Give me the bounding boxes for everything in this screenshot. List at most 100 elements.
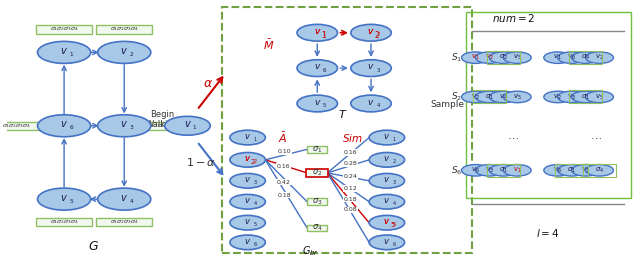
FancyBboxPatch shape <box>307 146 328 153</box>
Text: $\sigma_3$: $\sigma_3$ <box>312 196 323 207</box>
Circle shape <box>572 165 600 176</box>
Text: $_4$: $_4$ <box>376 101 381 110</box>
Text: $\sigma_1\sigma_2\sigma_3\sigma_4$: $\sigma_1\sigma_2\sigma_3\sigma_4$ <box>157 122 186 130</box>
Circle shape <box>230 235 266 250</box>
Circle shape <box>544 165 572 176</box>
Text: $v$: $v$ <box>367 62 375 71</box>
Text: $1$: $1$ <box>321 29 326 40</box>
Text: $v_3$: $v_3$ <box>581 166 590 175</box>
Text: $Sim$: $Sim$ <box>342 132 362 144</box>
Circle shape <box>297 60 337 77</box>
Circle shape <box>461 52 490 63</box>
Circle shape <box>297 95 337 112</box>
FancyBboxPatch shape <box>143 122 200 130</box>
FancyBboxPatch shape <box>96 218 152 226</box>
Text: $\sigma_1$: $\sigma_1$ <box>499 166 508 175</box>
Text: $\sigma_1$: $\sigma_1$ <box>567 166 576 175</box>
Text: $_4$: $_4$ <box>253 200 258 208</box>
Text: $_3$: $_3$ <box>129 123 134 132</box>
Text: $v_1$: $v_1$ <box>471 53 480 62</box>
Text: $v$: $v$ <box>244 154 251 163</box>
Text: Sample: Sample <box>430 100 464 109</box>
Text: $v$: $v$ <box>383 154 390 163</box>
Text: $v_3$: $v_3$ <box>485 166 494 175</box>
Circle shape <box>369 194 404 209</box>
Circle shape <box>230 215 266 230</box>
Circle shape <box>369 130 404 145</box>
Text: $\sigma_4$: $\sigma_4$ <box>581 53 590 62</box>
Text: $_3$: $_3$ <box>253 179 258 187</box>
Text: $v_2$: $v_2$ <box>485 53 494 62</box>
Circle shape <box>230 152 266 167</box>
FancyBboxPatch shape <box>96 25 152 34</box>
FancyBboxPatch shape <box>307 169 328 177</box>
Circle shape <box>369 215 404 230</box>
Text: $v$: $v$ <box>244 132 251 141</box>
Text: $\sigma_4$: $\sigma_4$ <box>312 223 323 233</box>
FancyBboxPatch shape <box>307 225 328 231</box>
Text: 0.08: 0.08 <box>343 207 357 212</box>
FancyBboxPatch shape <box>307 170 328 176</box>
Text: $\sigma_1\sigma_2\sigma_3\sigma_4$: $\sigma_1\sigma_2\sigma_3\sigma_4$ <box>49 25 79 33</box>
Circle shape <box>98 115 151 137</box>
Text: $G$: $G$ <box>88 240 99 253</box>
Text: $1-\alpha$: $1-\alpha$ <box>186 156 216 168</box>
Circle shape <box>476 165 503 176</box>
Circle shape <box>351 95 391 112</box>
Circle shape <box>38 115 91 137</box>
Text: $\sigma_1\sigma_2\sigma_3\sigma_4$: $\sigma_1\sigma_2\sigma_3\sigma_4$ <box>49 218 79 226</box>
Text: $_3$: $_3$ <box>376 66 381 75</box>
Circle shape <box>490 91 517 103</box>
Text: $_6$: $_6$ <box>322 66 328 75</box>
Text: $v$: $v$ <box>314 27 321 36</box>
FancyBboxPatch shape <box>36 25 92 34</box>
Circle shape <box>98 41 151 63</box>
Text: $_5$: $_5$ <box>323 101 327 110</box>
Text: $v$: $v$ <box>120 119 128 129</box>
FancyBboxPatch shape <box>36 218 92 226</box>
Text: $v_6$: $v_6$ <box>553 166 562 175</box>
Text: $\sigma_1$: $\sigma_1$ <box>485 92 494 102</box>
Text: $_6$: $_6$ <box>392 240 397 249</box>
Text: 0.28: 0.28 <box>343 161 357 166</box>
Text: 0.10: 0.10 <box>278 149 291 155</box>
Text: $l=4$: $l=4$ <box>536 227 560 239</box>
Text: 0.18: 0.18 <box>278 193 291 198</box>
Circle shape <box>503 91 531 103</box>
Circle shape <box>369 173 404 188</box>
Text: $_2$: $_2$ <box>253 158 257 166</box>
Text: $_1$: $_1$ <box>392 135 397 144</box>
Text: $v$: $v$ <box>383 196 390 205</box>
Text: 0.18: 0.18 <box>343 196 357 202</box>
Text: $v_6$: $v_6$ <box>471 166 480 175</box>
Text: $\sigma_2$: $\sigma_2$ <box>312 168 323 178</box>
Text: $v$: $v$ <box>383 132 390 141</box>
Text: $_6$: $_6$ <box>253 240 258 249</box>
Circle shape <box>230 194 266 209</box>
Text: $v$: $v$ <box>383 217 390 226</box>
Text: $\sigma_1\sigma_2\sigma_3\sigma_4$: $\sigma_1\sigma_2\sigma_3\sigma_4$ <box>109 25 139 33</box>
Text: $\bar{A}$: $\bar{A}$ <box>278 130 287 145</box>
Text: $v_5$: $v_5$ <box>513 92 522 102</box>
Text: $v_4$: $v_4$ <box>499 92 508 102</box>
Text: $v$: $v$ <box>383 217 390 226</box>
Text: $v$: $v$ <box>367 98 375 107</box>
Text: $v_2$: $v_2$ <box>471 92 480 102</box>
Text: $\sigma_1\sigma_2\sigma_3\sigma_4$: $\sigma_1\sigma_2\sigma_3\sigma_4$ <box>109 218 139 226</box>
Circle shape <box>557 165 586 176</box>
Text: $_1$: $_1$ <box>193 123 198 132</box>
Text: $\sigma_1$: $\sigma_1$ <box>581 92 590 102</box>
Circle shape <box>586 91 613 103</box>
Text: 0.12: 0.12 <box>343 186 357 191</box>
Text: $_6$: $_6$ <box>69 123 74 132</box>
Text: $v$: $v$ <box>383 175 390 184</box>
Text: $_1$: $_1$ <box>323 30 327 39</box>
Circle shape <box>476 52 503 63</box>
Circle shape <box>461 165 490 176</box>
Text: $num=2$: $num=2$ <box>492 12 535 24</box>
Text: $\sigma_1$: $\sigma_1$ <box>312 144 323 155</box>
Text: $\sigma_4$: $\sigma_4$ <box>595 166 604 175</box>
Text: $\sigma_2$: $\sigma_2$ <box>499 53 508 62</box>
Text: $_1$: $_1$ <box>69 50 74 59</box>
Text: $_4$: $_4$ <box>129 197 134 206</box>
